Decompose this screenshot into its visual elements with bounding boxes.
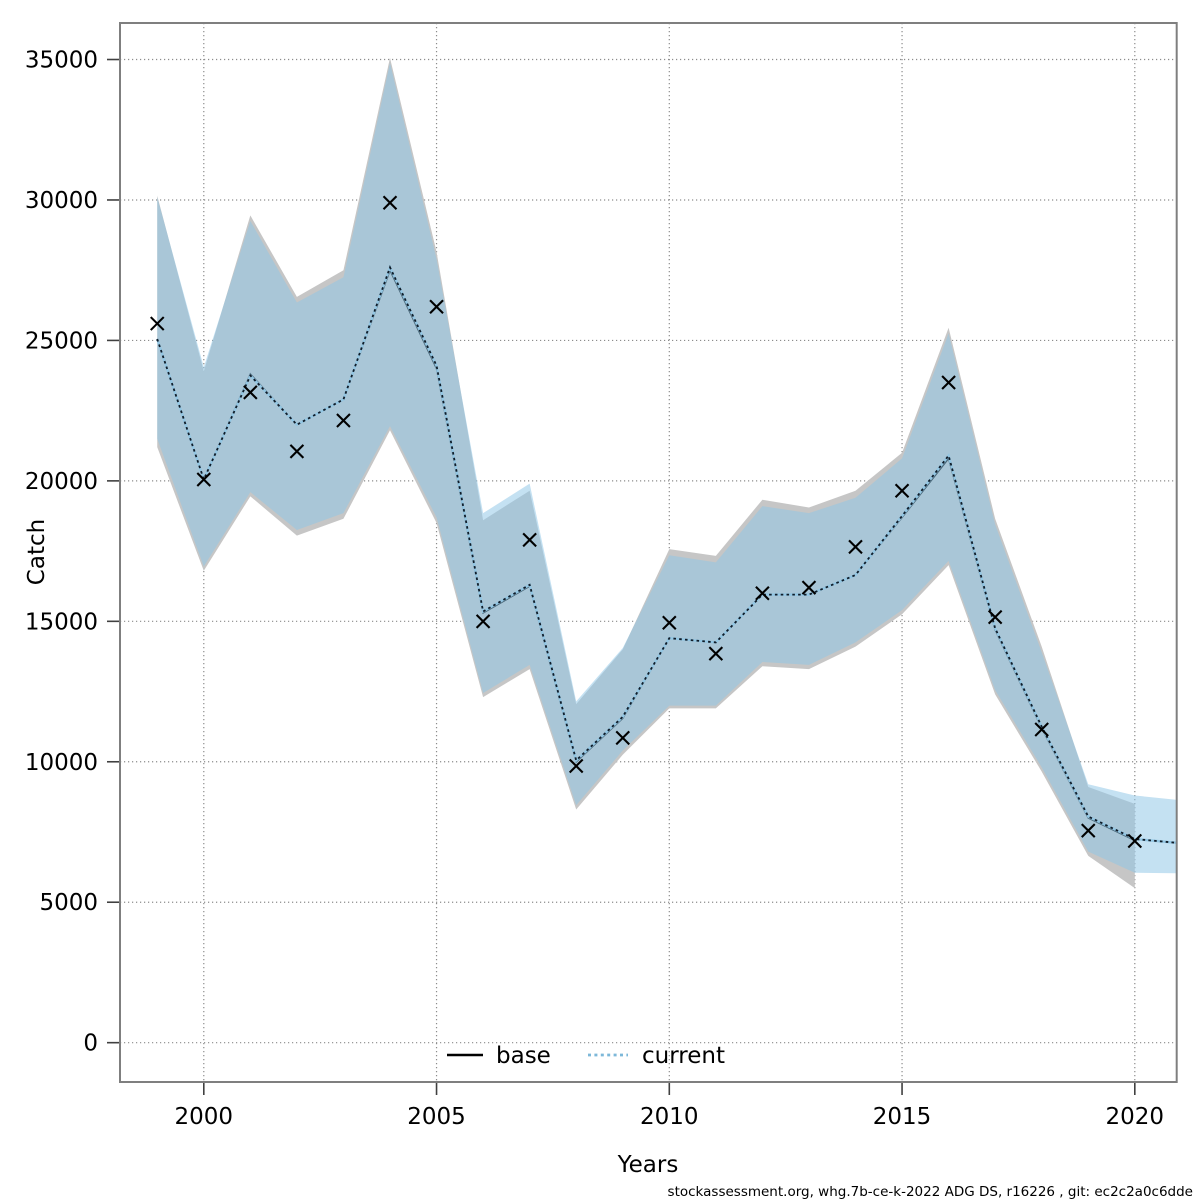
observed-x-marker (1127, 833, 1143, 849)
observed-x-marker (475, 614, 491, 629)
observed-x-marker (522, 532, 537, 548)
x-axis-title: Years (617, 1152, 679, 1178)
observed-x-marker (708, 646, 724, 661)
legend-base-label: base (496, 1043, 551, 1069)
y-axis-tick-label: 20000 (25, 469, 98, 495)
observed-x-marker (662, 615, 677, 630)
y-axis-title: Catch (24, 519, 50, 585)
x-axis-tick-label: 2010 (640, 1104, 699, 1130)
y-axis-tick-label: 15000 (25, 609, 98, 635)
x-axis-tick-label: 2020 (1106, 1104, 1165, 1130)
legend-current-label: current (642, 1043, 725, 1069)
y-axis-tick-label: 30000 (25, 188, 98, 214)
observed-x-marker (149, 316, 165, 331)
observed-x-marker (1034, 722, 1049, 737)
series-lines (156, 264, 1176, 844)
observed-x-marker (243, 385, 258, 400)
x-axis-tick-label: 2005 (407, 1104, 466, 1130)
observed-x-marker (615, 730, 630, 746)
observed-x-marker (987, 609, 1003, 625)
observed-x-marker (336, 413, 351, 428)
current-confidence-band (157, 62, 1176, 874)
observed-x-marker (894, 483, 910, 498)
y-axis-tick-label: 5000 (39, 890, 98, 916)
x-axis-tick-label: 2015 (873, 1104, 932, 1130)
y-axis-tick-label: 35000 (25, 48, 98, 74)
observed-x-marker (941, 375, 956, 390)
footer-attribution: stockassessment.org, whg.7b-ce-k-2022 AD… (668, 1184, 1193, 1200)
x-axis-tick-label: 2000 (175, 1104, 234, 1130)
axis-tick-labels: 0 5000 10000 15000 20000 25000 30000 35000 2000 2… (25, 48, 1164, 1130)
observed-x-marker (289, 444, 305, 459)
axis-ticks (107, 58, 1136, 1095)
gridlines (120, 23, 1177, 1082)
y-axis-tick-label: 0 (83, 1031, 98, 1057)
observed-x-marker (755, 585, 770, 601)
plot-border (119, 22, 1178, 1083)
observed-x-marker (848, 539, 863, 555)
observed-x-marker (568, 758, 584, 774)
observed-x-marker (196, 472, 212, 487)
y-axis-tick-label: 25000 (25, 328, 98, 354)
observed-x-marker (429, 299, 444, 314)
observed-x-marker (382, 195, 398, 211)
observed-x-marker (1081, 823, 1096, 838)
observed-markers (149, 195, 1143, 849)
observed-x-marker (801, 580, 817, 595)
legend: base current (447, 1043, 725, 1069)
current-line (156, 265, 1176, 844)
y-axis-tick-label: 10000 (25, 750, 98, 776)
